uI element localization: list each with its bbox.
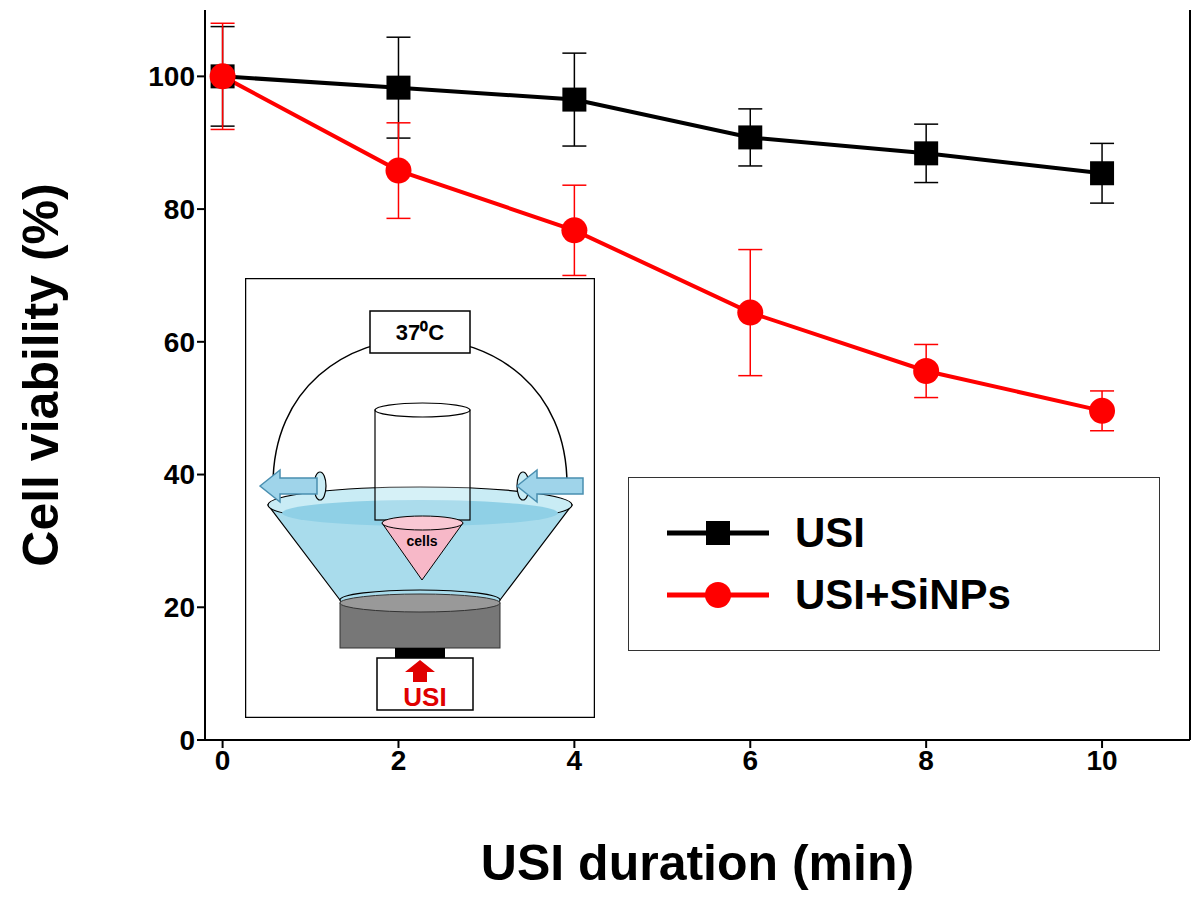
svg-text:6: 6	[742, 745, 758, 776]
svg-text:20: 20	[164, 592, 195, 623]
svg-text:80: 80	[164, 194, 195, 225]
svg-text:100: 100	[148, 61, 195, 92]
svg-text:USI duration (min): USI duration (min)	[481, 835, 914, 891]
svg-text:cells: cells	[406, 533, 437, 549]
svg-text:37⁰C: 37⁰C	[396, 320, 444, 345]
svg-text:2: 2	[391, 745, 407, 776]
html-text:USI+SiNPs: USI+SiNPs	[795, 571, 1011, 618]
svg-text:40: 40	[164, 459, 195, 490]
svg-text:10: 10	[1086, 745, 1117, 776]
svg-text:4: 4	[567, 745, 583, 776]
svg-text:0: 0	[215, 745, 231, 776]
svg-text:USI: USI	[403, 682, 446, 712]
html-text:USI: USI	[795, 509, 865, 556]
svg-text:Cell viability (%): Cell viability (%)	[13, 183, 69, 566]
svg-text:0: 0	[179, 725, 195, 756]
svg-text:8: 8	[918, 745, 934, 776]
svg-text:60: 60	[164, 327, 195, 358]
